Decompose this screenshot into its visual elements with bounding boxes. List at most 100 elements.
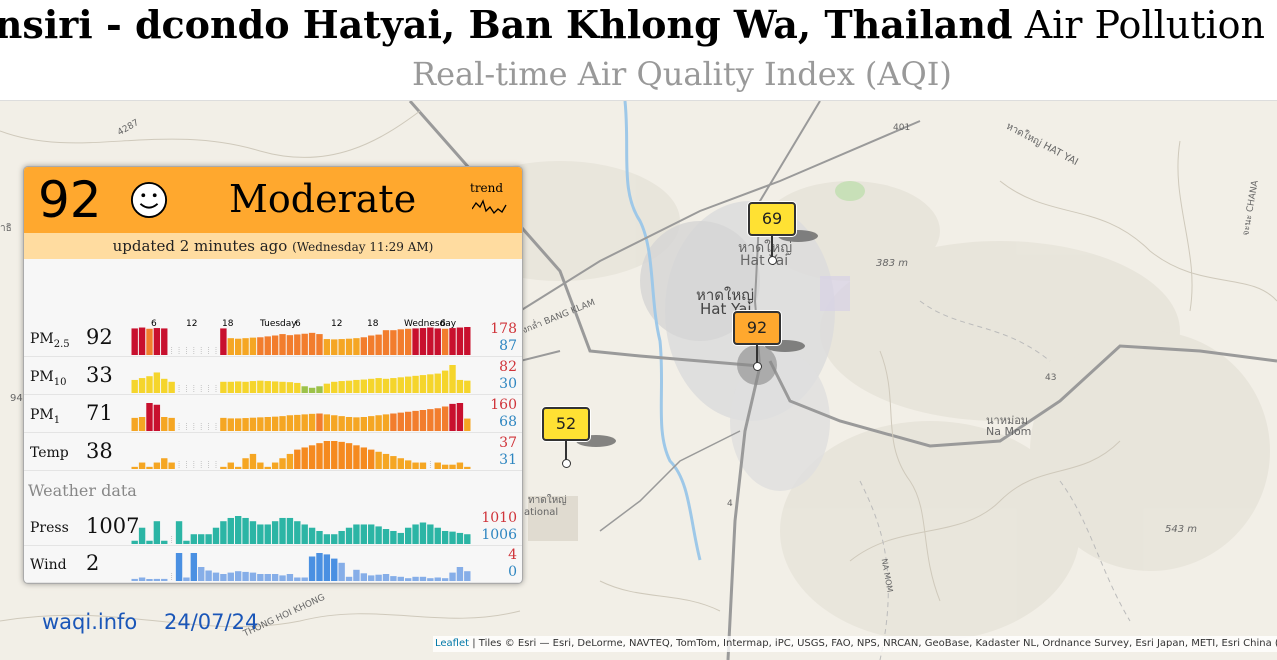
row-current-value: 38: [86, 439, 113, 463]
bar: [412, 576, 419, 581]
bar: [441, 406, 449, 431]
leaflet-link[interactable]: Leaflet: [435, 638, 470, 649]
bar: [205, 534, 212, 544]
trend-icon[interactable]: [472, 197, 508, 217]
bar: [382, 574, 390, 581]
bar: [427, 409, 434, 431]
bar: [375, 526, 382, 544]
bar: [404, 578, 412, 581]
bar: [242, 458, 249, 469]
bar: [161, 328, 168, 355]
bar: [449, 572, 456, 581]
bar: [375, 574, 382, 581]
axis-tick-label: 12: [331, 319, 343, 329]
bar: [375, 415, 382, 431]
bar: [190, 534, 198, 544]
bar: [131, 328, 138, 355]
row-sparkbar-chart[interactable]: [131, 547, 471, 583]
bar: [234, 571, 242, 581]
row-divider: [24, 356, 522, 357]
bar: [279, 416, 286, 431]
bar: [242, 381, 249, 393]
bar: [153, 462, 161, 469]
bar: [227, 338, 234, 355]
bar: [279, 575, 286, 581]
bar: [138, 378, 146, 393]
row-divider: [24, 432, 522, 433]
row-sparkbar-chart[interactable]: [131, 510, 471, 546]
bar: [390, 378, 397, 393]
axis-tick-label: Wednesday: [404, 319, 457, 329]
bar: [161, 378, 168, 393]
bar: [345, 443, 353, 469]
bar: [168, 417, 175, 431]
row-min-value: 31: [499, 452, 517, 468]
map-label-edge: าธิ: [0, 223, 12, 234]
bar: [234, 338, 242, 355]
bar: [368, 335, 375, 355]
bar: [220, 328, 227, 355]
row-label-main: Press: [30, 520, 69, 536]
bar: [434, 527, 441, 544]
row-label: Wind: [30, 557, 67, 573]
bar: [234, 516, 242, 544]
bar: [131, 379, 138, 393]
bar: [434, 462, 441, 469]
map-label-hatyai-en-1: Hat Yai: [740, 253, 789, 269]
trend-label[interactable]: trend: [470, 181, 504, 195]
row-max-value: 1010: [481, 510, 517, 526]
page-subtitle: Real-time Air Quality Index (AQI): [412, 55, 952, 93]
aqi-marker-69[interactable]: 69: [748, 202, 796, 236]
row-current-value: 1007: [86, 514, 140, 538]
bar: [227, 462, 234, 469]
bar: [161, 578, 168, 581]
bar: [205, 570, 212, 581]
bar: [382, 330, 390, 355]
bar: [183, 577, 190, 581]
bar: [301, 577, 308, 581]
bar: [449, 531, 456, 544]
row-temp: Temp 38 37 31: [24, 435, 522, 471]
row-sparkbar-chart[interactable]: [131, 359, 471, 395]
bar: [264, 381, 271, 393]
axis-tick-label: 6: [440, 319, 446, 329]
row-label-main: PM: [30, 407, 54, 423]
bar: [360, 379, 368, 393]
axis-tick-label: 6: [151, 319, 157, 329]
bar: [220, 466, 227, 469]
bar: [153, 328, 161, 355]
row-sparkbar-chart[interactable]: [131, 435, 471, 471]
bar: [249, 572, 257, 581]
bar: [286, 415, 294, 431]
bar: [360, 417, 368, 431]
aqi-marker-92[interactable]: 92: [733, 311, 781, 345]
bar: [323, 534, 331, 544]
bar: [168, 381, 175, 393]
bar: [449, 328, 456, 355]
row-current-value: 2: [86, 551, 100, 575]
bar: [161, 540, 168, 544]
bar: [404, 411, 412, 431]
row-sparkbar-chart[interactable]: [131, 397, 471, 433]
bar: [323, 441, 331, 469]
bar: [175, 521, 183, 544]
bar: [257, 417, 264, 431]
aqi-marker-52[interactable]: 52: [542, 407, 590, 441]
bar: [397, 576, 404, 581]
bar: [323, 383, 331, 393]
waqi-site-link[interactable]: waqi.info: [42, 610, 138, 634]
row-pm10: PM10 33 82 30: [24, 359, 522, 395]
bar: [249, 521, 257, 544]
bar: [264, 336, 271, 355]
row-sparkbar-chart[interactable]: [131, 321, 471, 357]
bar: [271, 574, 279, 581]
bar: [286, 574, 294, 581]
row-label-main: Temp: [30, 445, 69, 461]
title-suffix: Air Pollution: [1024, 3, 1265, 47]
bar: [294, 414, 301, 431]
bar: [434, 328, 441, 355]
bar: [397, 412, 404, 431]
bar: [434, 577, 441, 581]
bar: [434, 408, 441, 431]
bar: [294, 449, 301, 469]
